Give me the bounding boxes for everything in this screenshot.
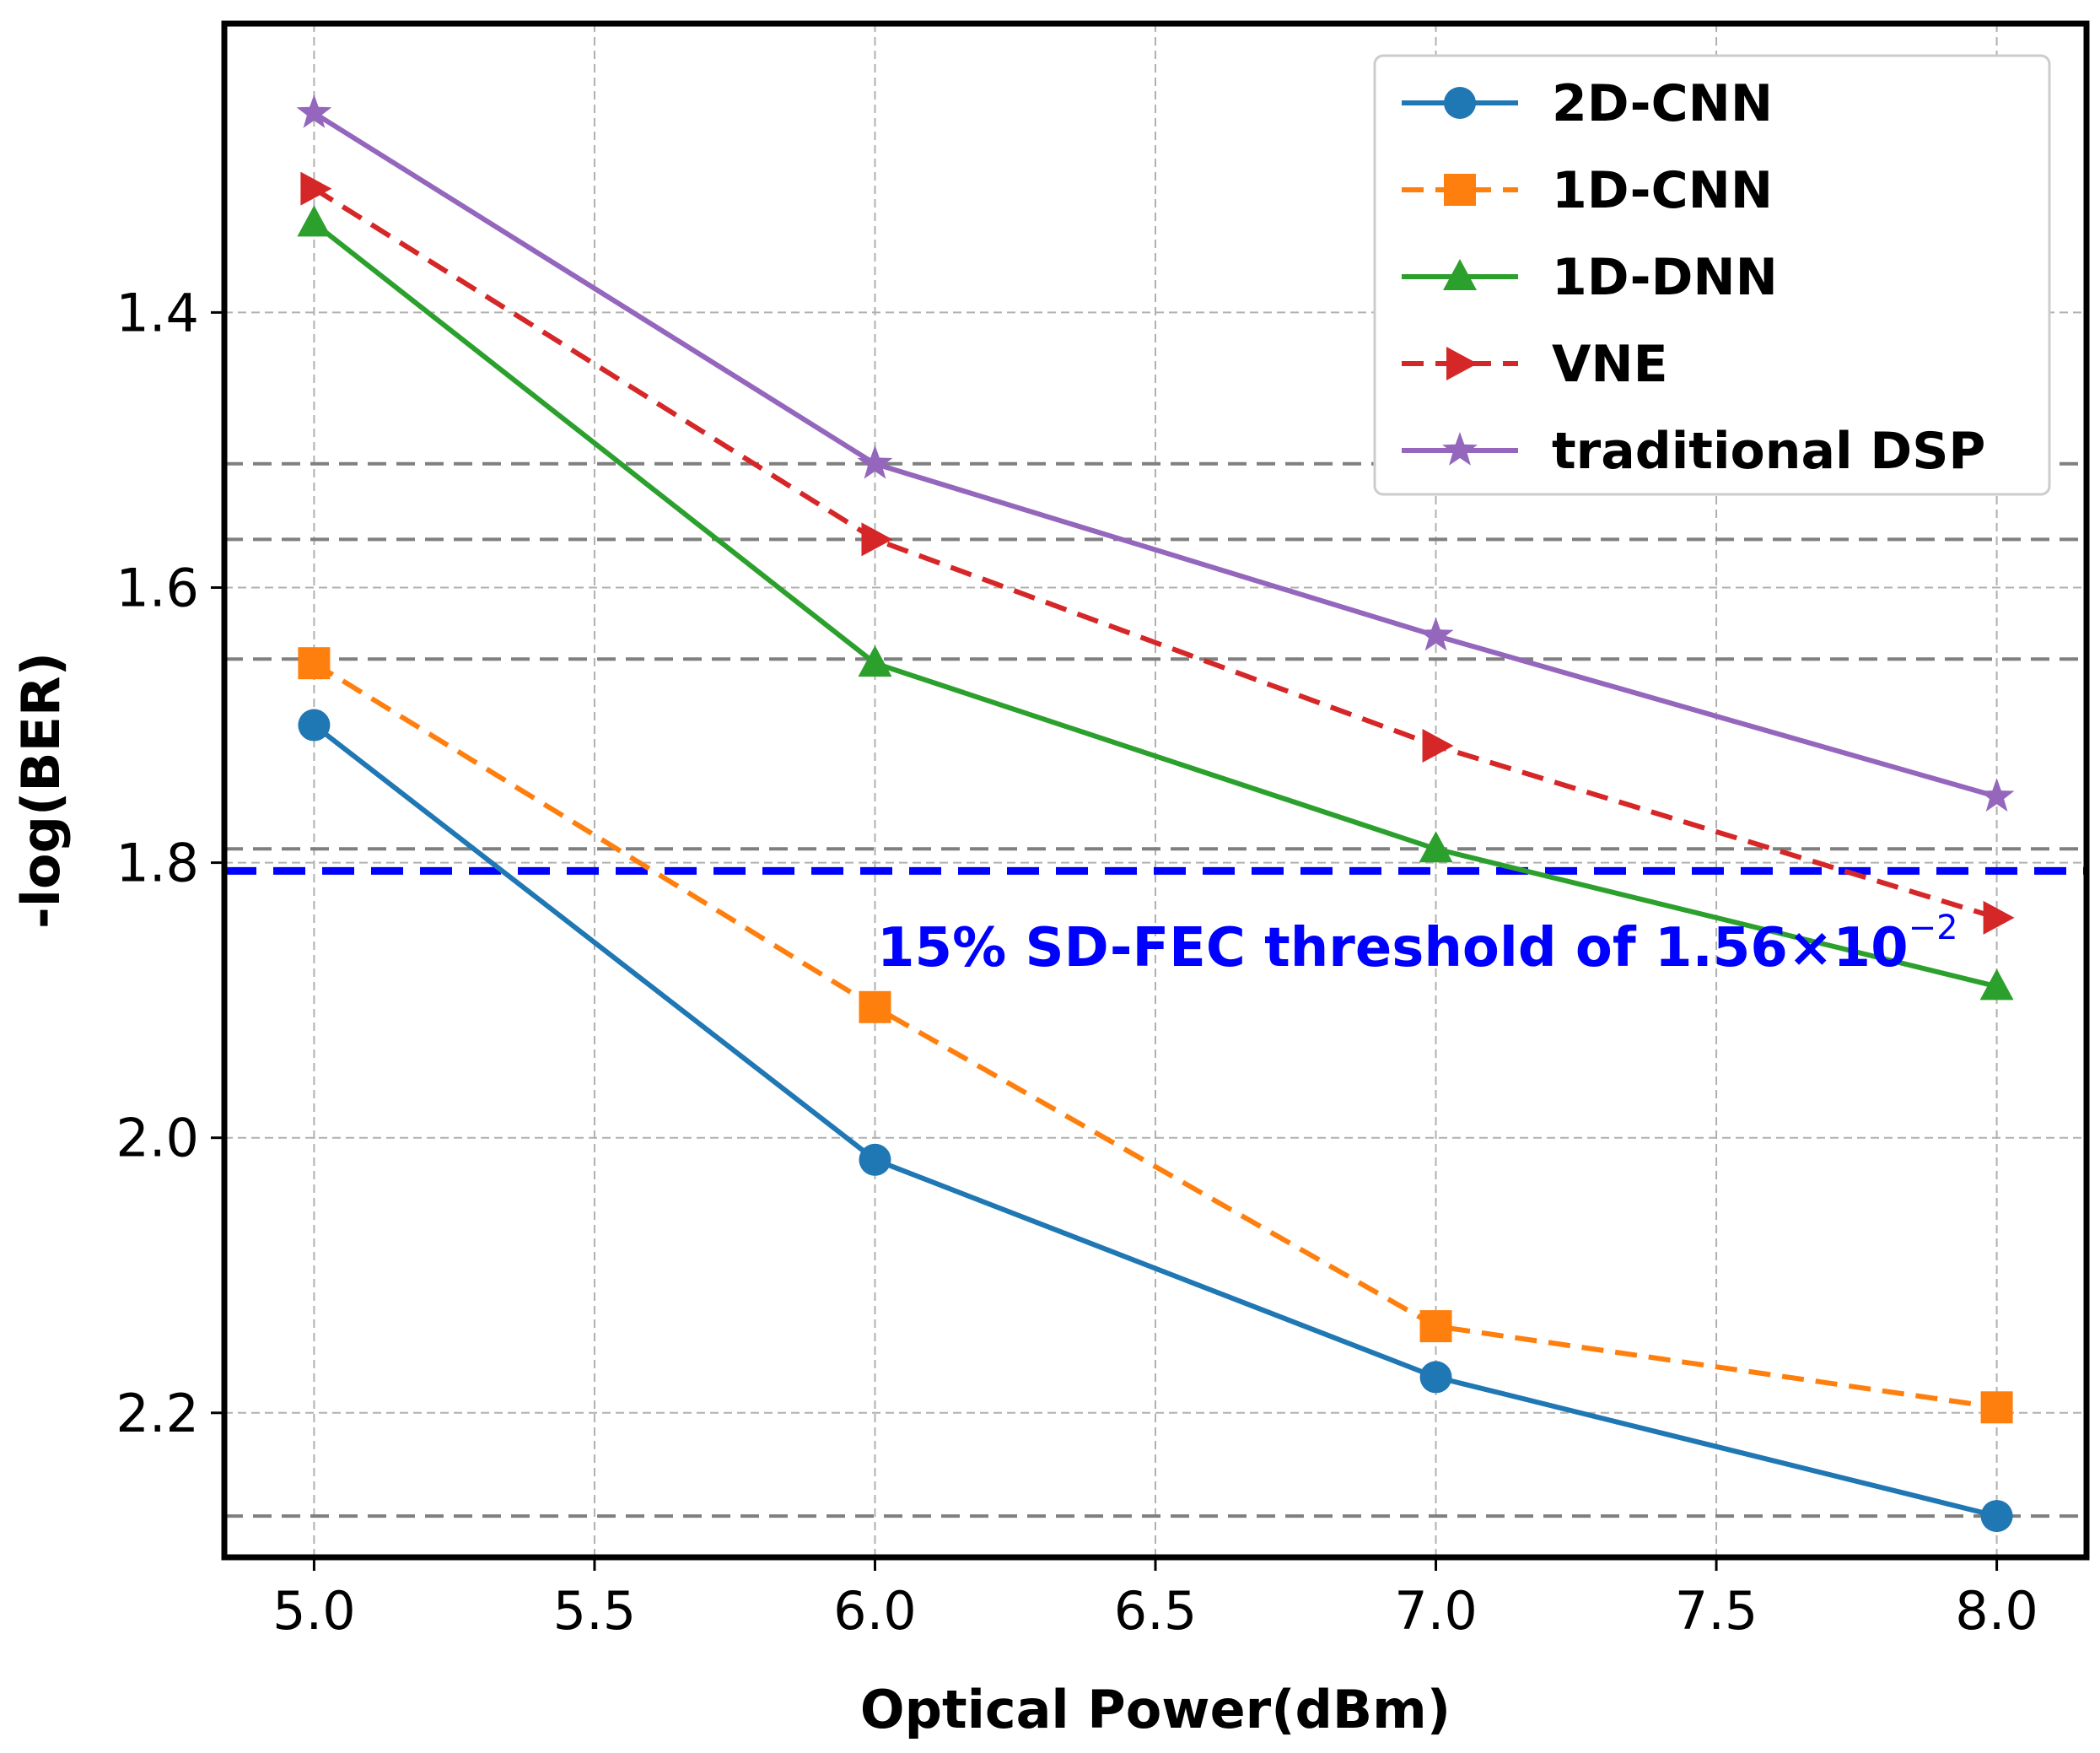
x-tick-label: 8.0	[1955, 1580, 2038, 1642]
series-line	[312, 186, 1998, 920]
data-point	[1422, 729, 1454, 763]
data-point	[298, 709, 331, 742]
legend-label: traditional DSP	[1552, 422, 1985, 481]
x-tick-label: 6.5	[1114, 1580, 1198, 1642]
legend-marker	[1446, 347, 1478, 380]
legend-label: 1D-DNN	[1552, 248, 1778, 307]
data-point	[298, 647, 331, 680]
legend-box	[1373, 54, 2051, 496]
x-axis-title: Optical Power(dBm)	[860, 1679, 1451, 1740]
data-point	[296, 94, 332, 128]
series-line	[312, 723, 1998, 1519]
series-line	[312, 111, 1998, 800]
series-line	[312, 661, 1998, 1410]
x-tick-label: 7.0	[1394, 1580, 1478, 1642]
y-axis-title: -log(BER)	[10, 652, 72, 929]
y-tick-label: 2.0	[116, 1108, 199, 1169]
data-point	[1983, 900, 2015, 935]
data-point	[297, 205, 331, 237]
data-point	[861, 522, 893, 557]
series-group	[296, 94, 2015, 1533]
legend-marker	[1444, 174, 1476, 206]
series-1d-cnn	[298, 647, 2013, 1424]
y-tick-label: 1.4	[116, 282, 199, 343]
threshold-label-exponent: −2	[1909, 909, 1958, 947]
data-point	[1419, 1310, 1452, 1343]
y-tick-label: 1.6	[116, 558, 199, 619]
x-tick-label: 5.0	[272, 1580, 356, 1642]
x-tick-label: 6.0	[833, 1580, 917, 1642]
x-tick-label: 5.5	[553, 1580, 637, 1642]
legend-marker	[1444, 87, 1476, 119]
series-1d-dnn	[297, 205, 2014, 1001]
data-point	[300, 171, 332, 206]
legend-label: 1D-CNN	[1552, 161, 1773, 220]
legend-label: VNE	[1552, 335, 1668, 394]
y-tick-label: 2.2	[116, 1383, 199, 1444]
legend-item: 2D-CNN	[1402, 74, 1773, 133]
data-point	[1418, 617, 1454, 651]
legend-item: 1D-CNN	[1402, 161, 1773, 220]
legend-item: traditional DSP	[1402, 422, 1985, 481]
data-point	[859, 990, 891, 1023]
legend-item: 1D-DNN	[1402, 248, 1778, 307]
legend-marker	[1442, 432, 1478, 466]
series-line	[312, 221, 1998, 990]
y-tick-label: 1.8	[116, 833, 199, 894]
series-2d-cnn	[298, 709, 2013, 1533]
data-point	[1980, 1500, 2013, 1533]
data-point	[1419, 831, 1453, 863]
threshold-label-text: 15% SD-FEC threshold of 1.56×10	[877, 917, 1909, 979]
data-point	[1979, 968, 2014, 1001]
data-point	[858, 645, 892, 677]
data-point	[859, 1143, 891, 1176]
series-traditional-dsp	[296, 94, 2015, 812]
series-vne	[300, 171, 2015, 935]
data-point	[1980, 1391, 2013, 1424]
legend: 2D-CNN 1D-CNN 1D-DNN VNE traditional DSP	[1373, 54, 2051, 496]
y-axis: 1.4 1.6 1.8 2.0 2.2	[116, 282, 224, 1444]
legend-label: 2D-CNN	[1552, 74, 1773, 133]
legend-item: VNE	[1402, 335, 1668, 394]
x-tick-label: 7.5	[1675, 1580, 1758, 1642]
legend-marker	[1443, 259, 1477, 290]
data-point	[857, 445, 893, 479]
data-point	[1419, 1361, 1452, 1394]
x-axis: 5.0 5.5 6.0 6.5 7.0 7.5 8.0	[272, 1557, 2038, 1642]
threshold-label: 15% SD-FEC threshold of 1.56×10−2	[877, 909, 1958, 979]
data-point	[1979, 778, 2015, 812]
